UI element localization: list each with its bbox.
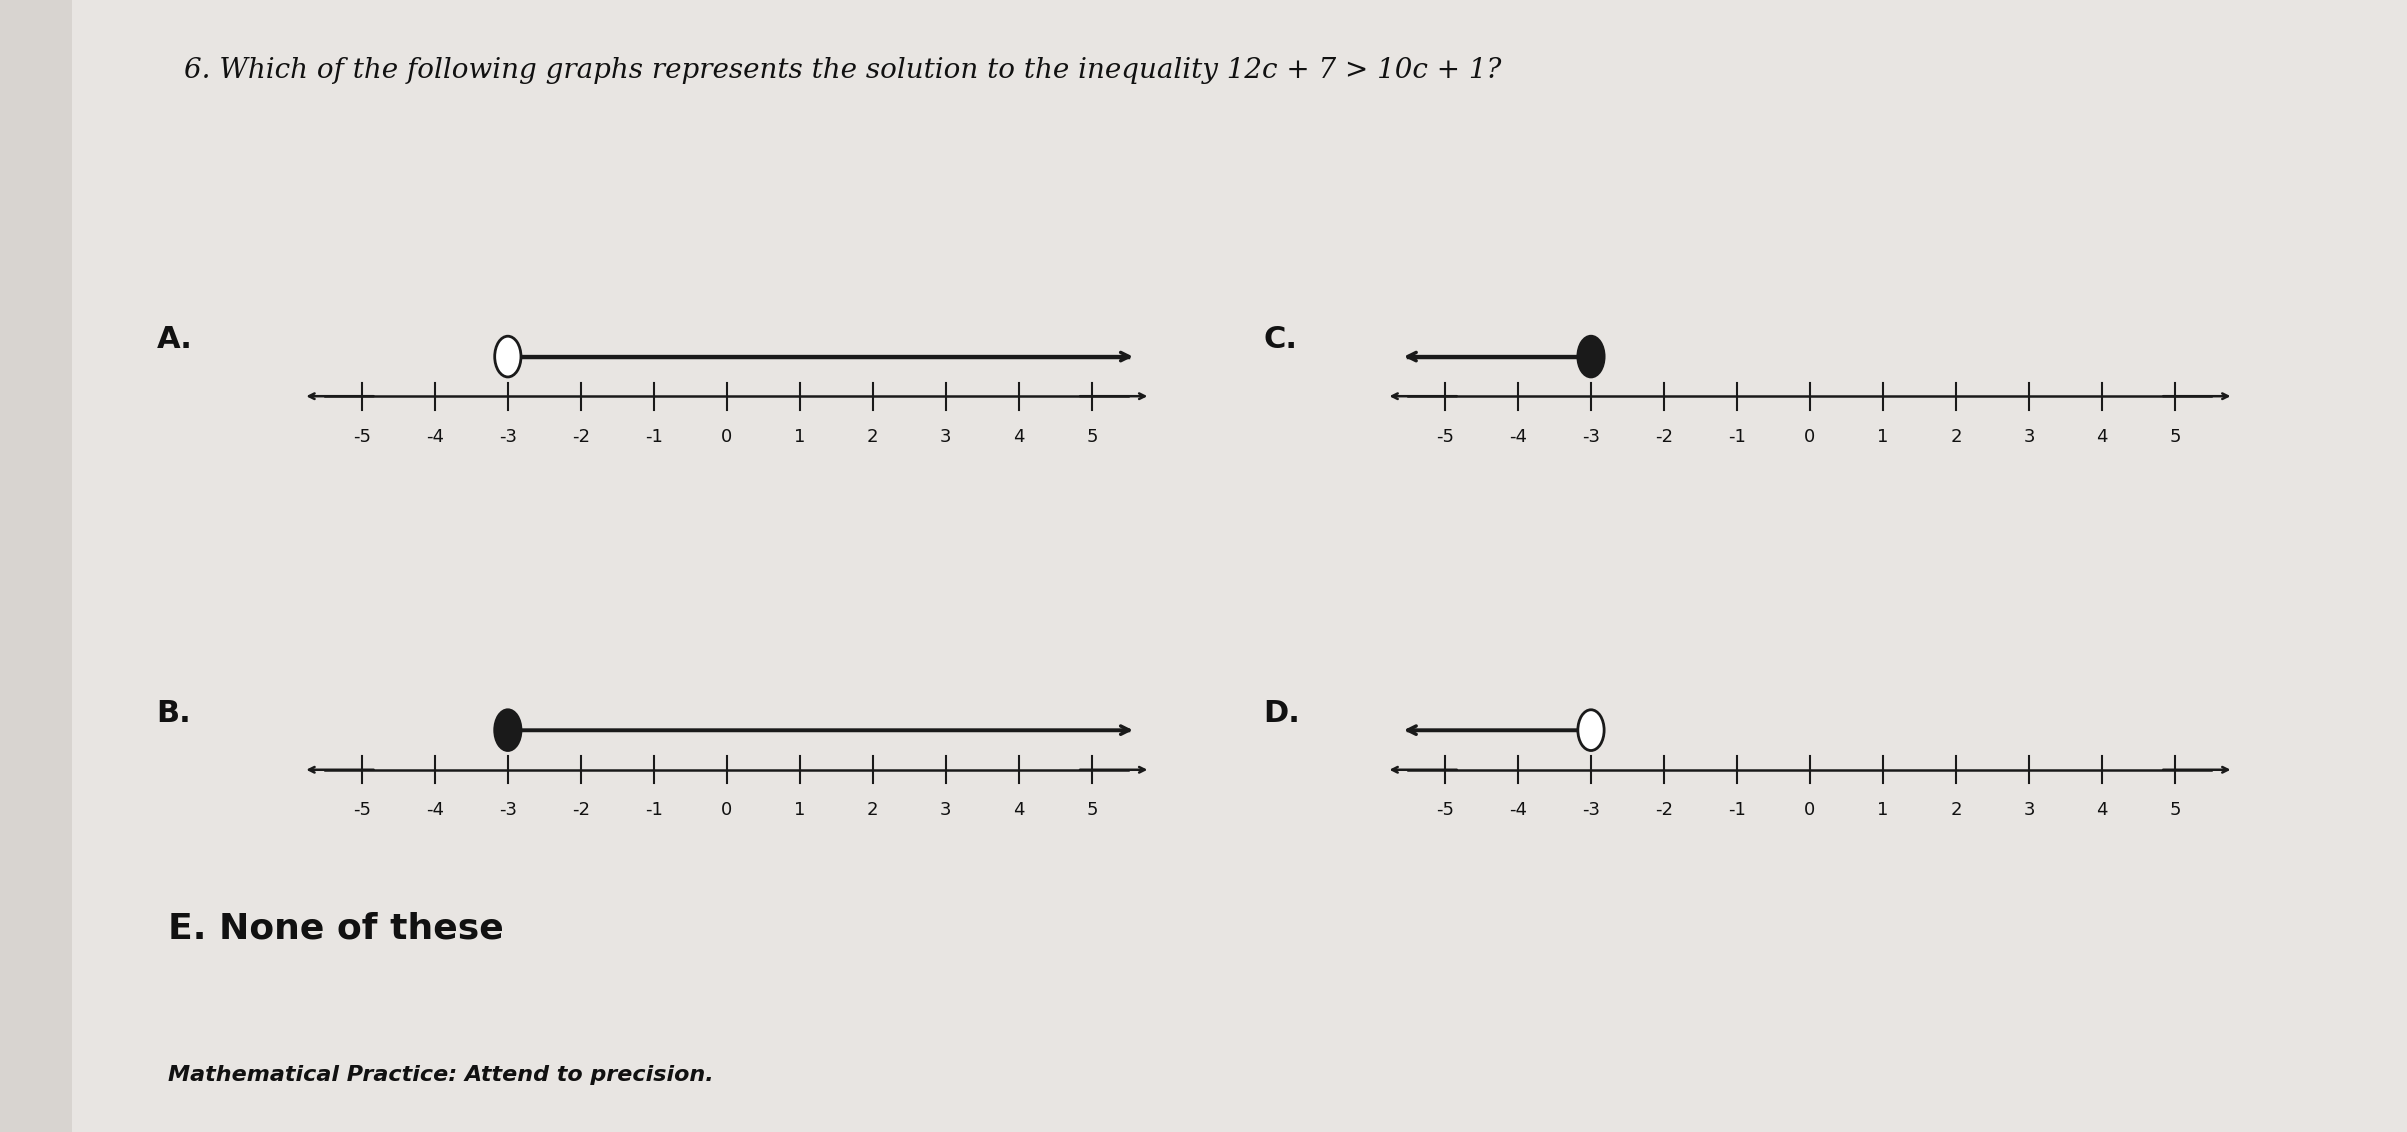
Circle shape [1579, 710, 1603, 751]
Text: 0: 0 [1805, 428, 1815, 446]
Circle shape [496, 710, 520, 751]
Text: -1: -1 [1728, 428, 1745, 446]
Text: C.: C. [1264, 325, 1297, 354]
Text: -4: -4 [426, 428, 443, 446]
Text: 2: 2 [867, 801, 879, 820]
Text: 3: 3 [941, 801, 951, 820]
Text: E. None of these: E. None of these [168, 911, 503, 945]
Text: A.: A. [156, 325, 193, 354]
Text: 5: 5 [1086, 801, 1098, 820]
Text: 1: 1 [794, 428, 806, 446]
Text: 4: 4 [2096, 801, 2109, 820]
Text: -5: -5 [354, 428, 371, 446]
Text: 1: 1 [1877, 428, 1889, 446]
Text: 2: 2 [1950, 801, 1962, 820]
Text: -4: -4 [1509, 428, 1526, 446]
Text: B.: B. [156, 698, 190, 728]
Text: 2: 2 [867, 428, 879, 446]
Text: 3: 3 [941, 428, 951, 446]
Text: -1: -1 [1728, 801, 1745, 820]
Text: -3: -3 [1581, 801, 1601, 820]
Text: -4: -4 [426, 801, 443, 820]
Text: 5: 5 [1086, 428, 1098, 446]
Text: -2: -2 [1656, 801, 1673, 820]
Text: 4: 4 [2096, 428, 2109, 446]
Text: -5: -5 [1437, 801, 1454, 820]
Text: 1: 1 [1877, 801, 1889, 820]
Text: 5: 5 [2169, 801, 2181, 820]
Text: -2: -2 [573, 801, 590, 820]
Text: 1: 1 [794, 801, 806, 820]
Text: -3: -3 [1581, 428, 1601, 446]
Text: -3: -3 [498, 801, 518, 820]
FancyBboxPatch shape [72, 0, 2407, 1132]
Text: D.: D. [1264, 698, 1300, 728]
Circle shape [496, 336, 520, 377]
Text: 0: 0 [722, 428, 732, 446]
Text: 0: 0 [722, 801, 732, 820]
Text: 5: 5 [2169, 428, 2181, 446]
Text: -4: -4 [1509, 801, 1526, 820]
Circle shape [1579, 336, 1603, 377]
Text: 2: 2 [1950, 428, 1962, 446]
Text: 6. Which of the following graphs represents the solution to the inequality 12c +: 6. Which of the following graphs represe… [183, 57, 1502, 84]
Text: -5: -5 [354, 801, 371, 820]
Text: -1: -1 [645, 801, 662, 820]
Text: -2: -2 [1656, 428, 1673, 446]
Text: -5: -5 [1437, 428, 1454, 446]
Text: 0: 0 [1805, 801, 1815, 820]
Text: 4: 4 [1013, 428, 1025, 446]
Text: 3: 3 [2024, 801, 2034, 820]
Text: -1: -1 [645, 428, 662, 446]
Text: -3: -3 [498, 428, 518, 446]
Text: Mathematical Practice: Attend to precision.: Mathematical Practice: Attend to precisi… [168, 1065, 715, 1086]
Text: 4: 4 [1013, 801, 1025, 820]
Text: 3: 3 [2024, 428, 2034, 446]
Text: -2: -2 [573, 428, 590, 446]
